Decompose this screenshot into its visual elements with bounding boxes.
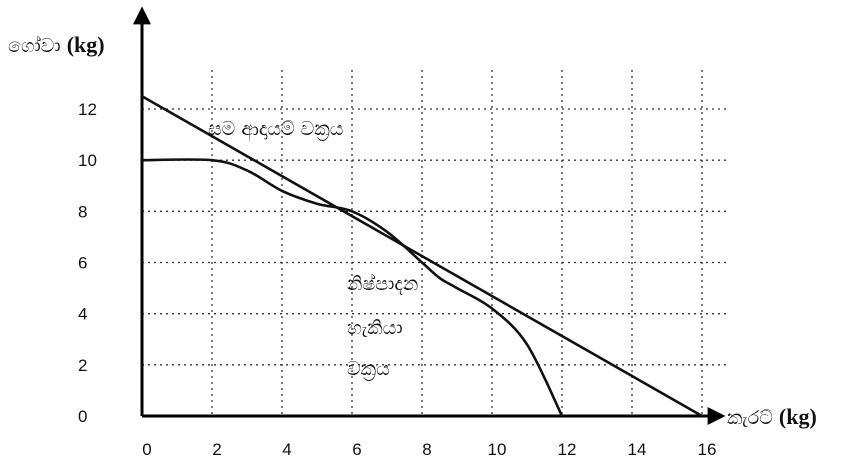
ppc-label-line-2: හැකියා: [347, 317, 403, 339]
y-tick-label: 6: [78, 254, 87, 273]
x-tick-label: 12: [558, 440, 577, 459]
x-tick-label: 10: [488, 440, 507, 459]
ylabel-unit: (kg): [67, 32, 105, 57]
x-tick-label: 16: [698, 440, 717, 459]
xlabel-unit: (kg): [779, 404, 817, 429]
x-tick-label: 2: [212, 440, 221, 459]
iso-revenue-label: සම ආදායම් වක්‍රය: [208, 118, 343, 141]
x-tick-label: 0: [142, 440, 151, 459]
y-tick-labels: 0 2 4 6 8 10 12: [78, 100, 97, 426]
ppc-label: නිෂ්පාදන හැකියා වක්‍රය: [347, 273, 424, 381]
y-tick-label: 12: [78, 100, 97, 119]
y-tick-label: 0: [78, 407, 87, 426]
axes: [133, 6, 726, 425]
series-line-iso-revenue: [141, 95, 703, 418]
x-axis-label: කැරට් (kg): [727, 404, 817, 429]
series: [141, 95, 703, 418]
x-tick-label: 14: [628, 440, 647, 459]
ppc-label-line-1: නිෂ්පාදන: [347, 273, 418, 295]
ppc-label-line-3: වක්‍රය: [347, 358, 390, 380]
series-line-ppc: [141, 158, 564, 417]
x-tick-labels: 0 2 4 6 8 10 12 14 16: [142, 440, 716, 459]
y-tick-label: 2: [78, 356, 87, 375]
y-tick-label: 4: [78, 305, 87, 324]
y-tick-label: 10: [78, 151, 97, 170]
grid: [142, 70, 730, 416]
x-tick-label: 6: [352, 440, 361, 459]
y-tick-label: 8: [78, 202, 87, 221]
x-tick-label: 8: [422, 440, 431, 459]
y-axis-label: ගෝවා (kg): [8, 32, 105, 57]
x-tick-label: 4: [282, 440, 291, 459]
